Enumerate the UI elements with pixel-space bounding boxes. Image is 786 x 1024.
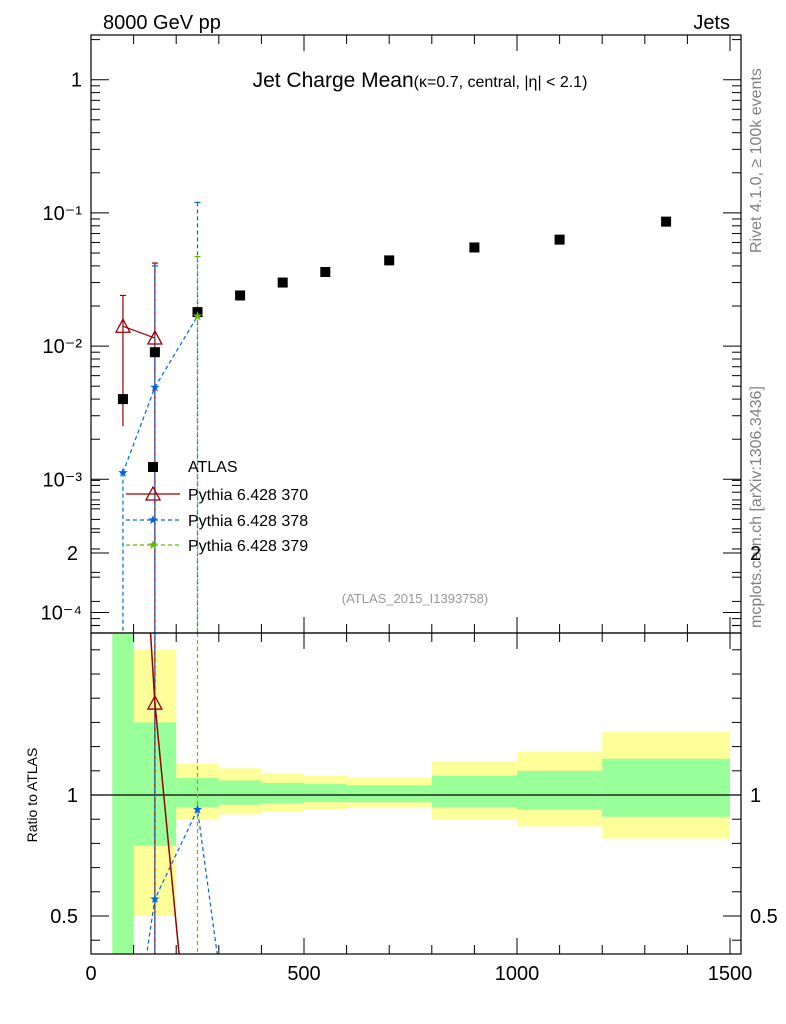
chart-title-main: Jet Charge Mean (253, 69, 414, 92)
ratio-point-370 (146, 694, 163, 710)
header-left: 8000 GeV pp (103, 12, 221, 34)
ratio-ylabel: Ratio to ATLAS (24, 748, 40, 843)
ratio-axes: 0 500 1000 1500 0.5 0.5 1 1 2 2 (50, 479, 778, 985)
legend-atlas-label: ATLAS (188, 459, 238, 476)
legend-370-label: Pythia 6.428 370 (188, 487, 308, 504)
chart-title: Jet Charge Mean(κ=0.7, central, |η| < 2.… (253, 69, 588, 92)
ratio-band-green (112, 633, 134, 954)
main-plot-area (114, 201, 672, 633)
atlas-data-point (384, 255, 395, 266)
legend-378-label: Pythia 6.428 378 (188, 513, 308, 530)
x-tick-label: 1000 (495, 963, 540, 985)
ratio-ytick-label-right: 1 (750, 785, 761, 807)
legend-379-label: Pythia 6.428 379 (188, 538, 308, 555)
mc-point-triangle (114, 317, 132, 333)
ratio-band-green (218, 780, 262, 805)
ratio-band-green (346, 785, 432, 803)
watermark: (ATLAS_2015_I1393758) (342, 591, 488, 606)
ratio-ytick-label-right: 2 (750, 543, 761, 565)
main-ytick-label: 10⁻² (43, 336, 83, 358)
ratio-band-green (517, 770, 603, 810)
legend-atlas-marker (148, 462, 158, 472)
mc-point-triangle (146, 329, 163, 345)
atlas-data-point (149, 347, 160, 358)
ratio-line-370 (149, 633, 180, 954)
ratio-plot-area (91, 633, 741, 954)
ratio-line-378 (146, 807, 218, 954)
header-right: Jets (693, 12, 730, 34)
x-tick-label: 1500 (708, 963, 753, 985)
ratio-ytick-label: 2 (67, 543, 78, 565)
ratio-ytick-label: 0.5 (50, 906, 78, 928)
side-label-bottom: mcplots.cern.ch [arXiv:1306.3436] (748, 386, 765, 628)
atlas-data-point (277, 277, 288, 288)
legend-370-marker (144, 485, 162, 501)
legend: ATLAS Pythia 6.428 370 Pythia 6.428 378 … (126, 459, 308, 555)
atlas-data-point (117, 394, 128, 405)
chart-title-subtitle: (κ=0.7, central, |η| < 2.1) (414, 74, 588, 91)
ratio-band-green (261, 782, 304, 804)
ratio-ytick-label-right: 0.5 (750, 906, 778, 928)
main-axes: 10⁻⁴ 10⁻³ 10⁻² 10⁻¹ 1 (41, 35, 741, 633)
ratio-band-green (304, 784, 347, 803)
main-ytick-label: 10⁻³ (43, 469, 83, 491)
main-ytick-label: 10⁻⁴ (41, 603, 82, 625)
ratio-band-green (431, 775, 517, 808)
atlas-data-point (469, 242, 480, 253)
ratio-band-green (602, 758, 730, 817)
ratio-ytick-label: 1 (67, 785, 78, 807)
atlas-data-point (661, 216, 672, 227)
x-tick-label: 0 (85, 963, 96, 985)
side-label-top: Rivet 4.1.0, ≥ 100k events (748, 68, 765, 253)
main-ytick-label: 10⁻¹ (43, 203, 83, 225)
atlas-data-point (320, 267, 331, 278)
atlas-data-point (235, 290, 246, 301)
x-tick-label: 500 (287, 963, 320, 985)
atlas-data-point (554, 234, 565, 245)
ratio-plot-frame (90, 632, 742, 955)
main-ytick-label: 1 (71, 70, 82, 92)
